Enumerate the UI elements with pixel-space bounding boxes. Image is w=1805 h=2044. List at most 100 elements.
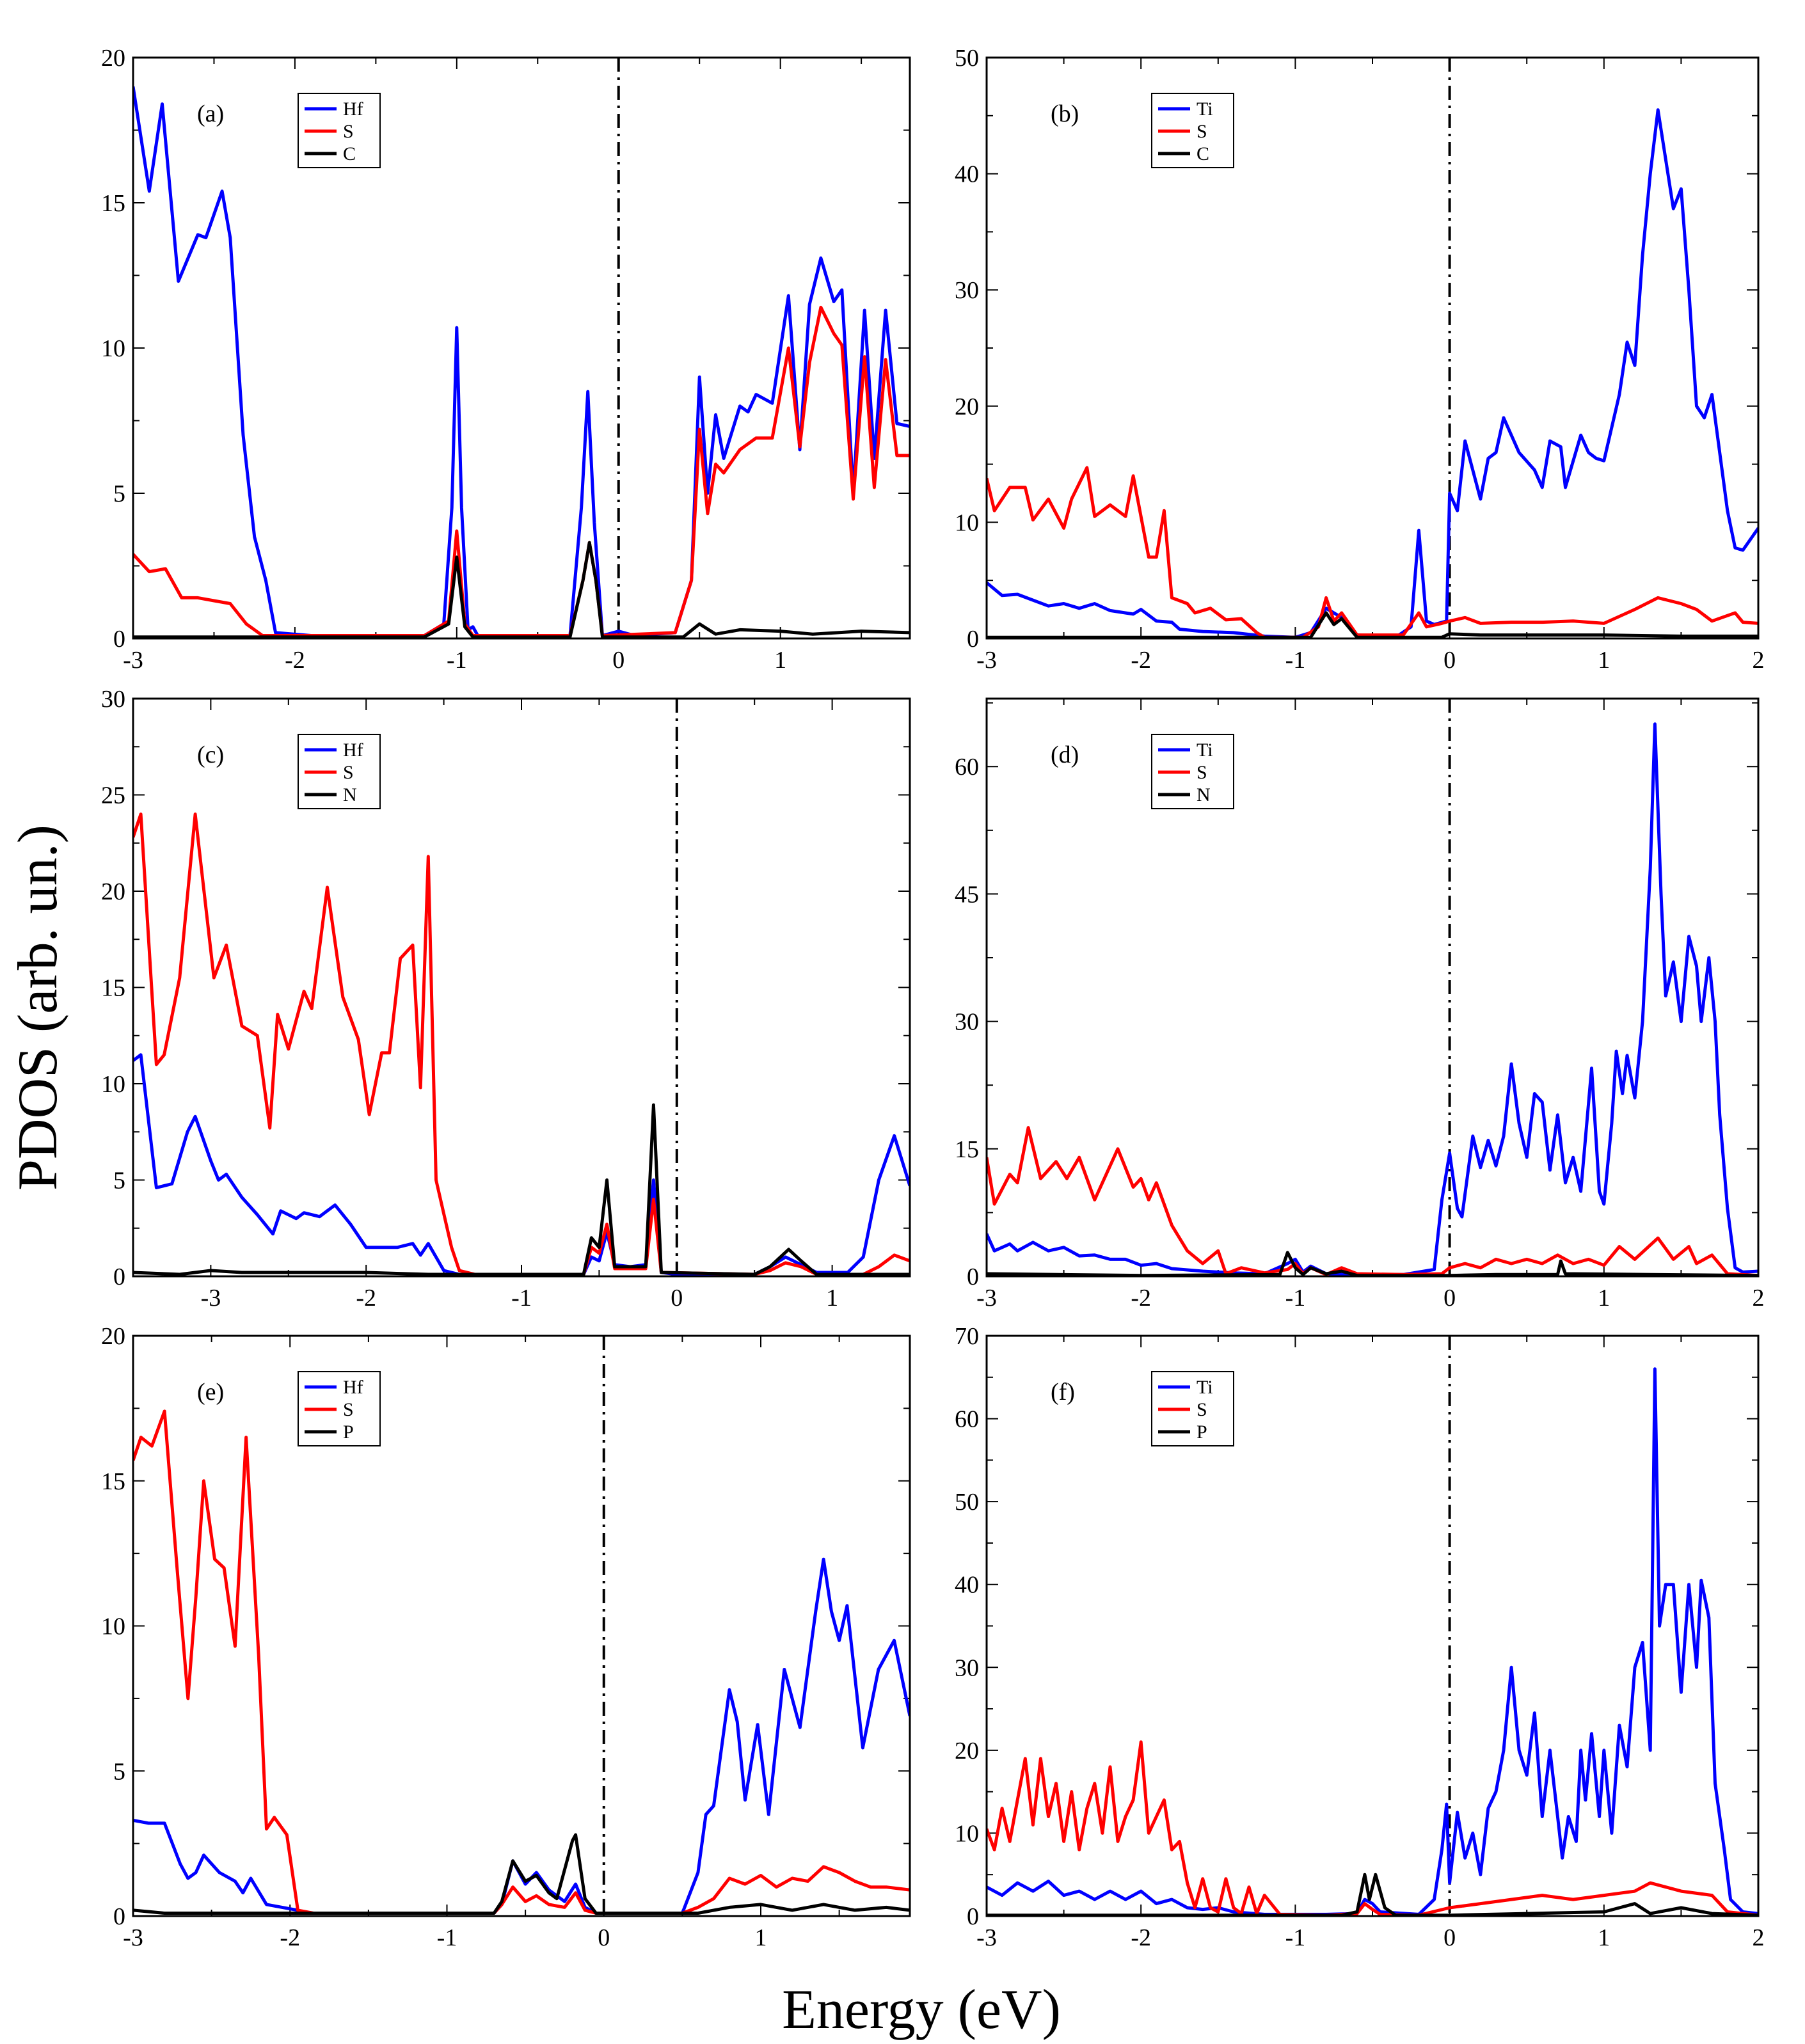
- series-line-p: [133, 1833, 910, 1915]
- x-tick-label: -1: [447, 647, 467, 674]
- x-tick-label: -2: [285, 647, 305, 674]
- x-tick-label: 1: [774, 647, 786, 674]
- series-line-c: [987, 611, 1758, 638]
- y-tick-label: 45: [955, 881, 979, 908]
- series-line-hf: [133, 1053, 910, 1276]
- x-tick-label: 0: [671, 1285, 683, 1311]
- legend-label-hf: Hf: [343, 99, 363, 120]
- y-tick-label: 10: [101, 1613, 125, 1640]
- x-axis-label: Energy (eV): [782, 1979, 1061, 2041]
- y-tick-label: 20: [955, 393, 979, 420]
- legend-label-s: S: [1197, 1399, 1207, 1420]
- x-tick-label: 2: [1753, 1285, 1765, 1311]
- plot-frame-f: [985, 1335, 1760, 1917]
- series-group-c: [133, 812, 910, 1276]
- x-tick-label: -3: [123, 647, 143, 674]
- x-tick-label: -2: [356, 1285, 376, 1311]
- legend-box: [298, 734, 381, 809]
- y-tick-label: 10: [955, 509, 979, 536]
- x-tick-label: 0: [1443, 647, 1456, 674]
- series-line-s: [133, 305, 910, 637]
- series-line-hf: [133, 86, 910, 637]
- y-tick-label: 5: [113, 1168, 125, 1194]
- x-tick-label: -2: [1131, 1924, 1151, 1951]
- series-group-d: [987, 722, 1758, 1276]
- x-tick-label: 2: [1753, 1924, 1765, 1951]
- plot-frame-c: [132, 697, 911, 1278]
- y-tick-label: 5: [113, 480, 125, 507]
- y-tick-label: 40: [955, 161, 979, 188]
- y-tick-label: 0: [967, 1264, 979, 1290]
- series-line-s: [133, 812, 910, 1276]
- x-tick-label: 0: [598, 1924, 610, 1951]
- panel-label: (c): [197, 741, 224, 768]
- y-tick-label: 0: [113, 1264, 125, 1290]
- x-tick-label: -1: [1285, 1285, 1306, 1311]
- y-tick-label: 0: [113, 1903, 125, 1930]
- legend-label-p: P: [343, 1422, 354, 1443]
- y-tick-label: 0: [113, 626, 125, 653]
- x-tick-label: -1: [511, 1285, 532, 1311]
- legend-label-s: S: [1197, 762, 1207, 783]
- y-tick-label: 15: [955, 1136, 979, 1163]
- legend-label-hf: Hf: [343, 740, 363, 761]
- legend-label-ti: Ti: [1197, 99, 1213, 120]
- y-tick-label: 10: [955, 1820, 979, 1847]
- x-tick-label: 0: [1443, 1285, 1456, 1311]
- x-tick-label: -3: [976, 647, 997, 674]
- series-line-c: [133, 541, 910, 638]
- plot-frame-e: [132, 1335, 911, 1917]
- x-tick-label: 1: [826, 1285, 838, 1311]
- plot-frame-b: [985, 56, 1760, 640]
- x-tick-label: 2: [1753, 647, 1765, 674]
- x-tick-label: -3: [976, 1924, 997, 1951]
- series-line-n: [133, 1103, 910, 1276]
- y-tick-label: 0: [967, 1903, 979, 1930]
- series-line-s: [987, 1740, 1758, 1916]
- panel-label: (d): [1051, 741, 1079, 768]
- x-tick-label: -3: [123, 1924, 143, 1951]
- y-tick-label: 20: [101, 45, 125, 72]
- y-tick-label: 50: [955, 1489, 979, 1516]
- legend-label-hf: Hf: [343, 1377, 363, 1398]
- legend-label-s: S: [343, 1399, 354, 1420]
- x-tick-label: -1: [1285, 647, 1306, 674]
- y-tick-label: 20: [101, 1323, 125, 1350]
- y-tick-label: 10: [101, 335, 125, 362]
- series-line-ti: [987, 108, 1758, 638]
- y-tick-label: 30: [955, 1654, 979, 1681]
- y-tick-label: 25: [101, 782, 125, 809]
- plot-frame-d: [985, 697, 1760, 1278]
- x-tick-label: 1: [1598, 1924, 1610, 1951]
- panel-label: (e): [197, 1379, 224, 1406]
- x-tick-label: 1: [1598, 647, 1610, 674]
- series-line-n: [987, 1251, 1758, 1276]
- x-tick-label: -3: [201, 1285, 221, 1311]
- x-tick-label: 1: [1598, 1285, 1610, 1311]
- series-line-ti: [987, 1367, 1758, 1916]
- panel-label: (a): [197, 100, 224, 127]
- y-tick-label: 15: [101, 190, 125, 217]
- x-tick-label: -2: [1131, 647, 1151, 674]
- panel-label: (f): [1051, 1379, 1075, 1406]
- x-tick-label: -2: [280, 1924, 300, 1951]
- series-group-e: [133, 1409, 910, 1915]
- y-tick-label: 20: [955, 1738, 979, 1764]
- legend-label-s: S: [343, 121, 354, 142]
- y-tick-label: 30: [101, 686, 125, 713]
- legend-label-ti: Ti: [1197, 740, 1213, 761]
- legend-label-n: N: [1197, 784, 1211, 805]
- y-tick-label: 10: [101, 1071, 125, 1098]
- series-line-s: [133, 1409, 910, 1915]
- legend-label-c: C: [343, 143, 356, 164]
- y-tick-label: 40: [955, 1572, 979, 1599]
- legend-label-n: N: [343, 784, 357, 805]
